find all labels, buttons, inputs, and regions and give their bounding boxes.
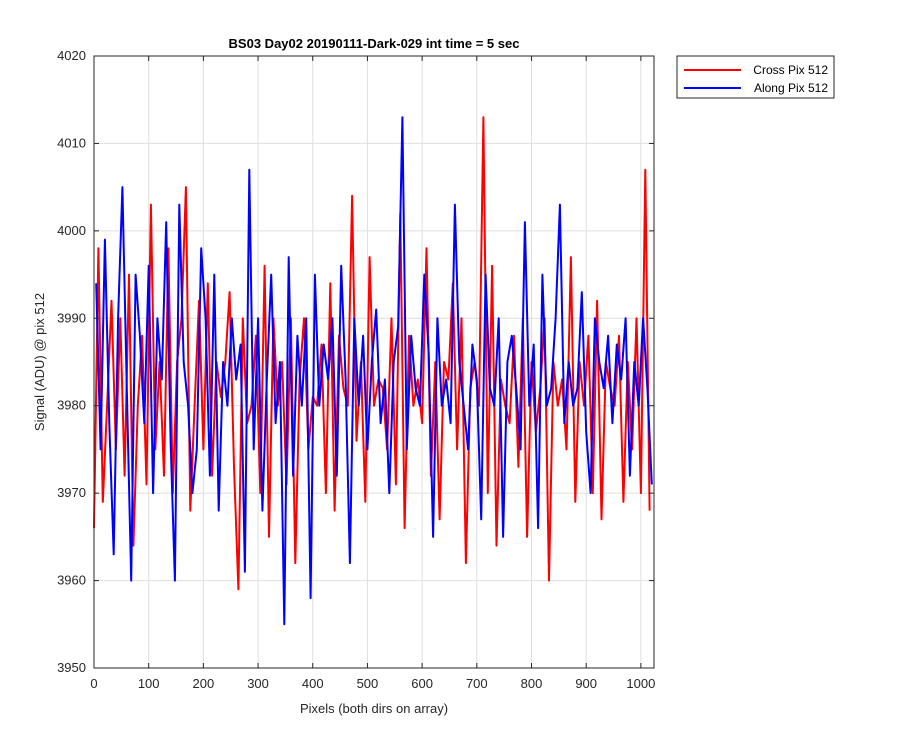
chart-title: BS03 Day02 20190111-Dark-029 int time = … bbox=[229, 36, 520, 51]
y-tick-label: 4020 bbox=[57, 48, 86, 63]
x-tick-label: 500 bbox=[357, 676, 379, 691]
x-tick-label: 600 bbox=[411, 676, 433, 691]
y-tick-label: 4010 bbox=[57, 135, 86, 150]
y-tick-label: 3970 bbox=[57, 485, 86, 500]
y-tick-label: 3990 bbox=[57, 310, 86, 325]
x-tick-label: 0 bbox=[90, 676, 97, 691]
legend: Cross Pix 512 Along Pix 512 bbox=[676, 55, 835, 99]
legend-label-cross: Cross Pix 512 bbox=[753, 63, 828, 77]
x-tick-label: 900 bbox=[575, 676, 597, 691]
plot-frame bbox=[93, 55, 655, 669]
series-along-pix-512 bbox=[95, 116, 653, 626]
series-cross-pix-512 bbox=[93, 116, 651, 591]
legend-box bbox=[676, 55, 835, 99]
y-tick-label: 3960 bbox=[57, 573, 86, 588]
series-layer bbox=[93, 116, 653, 626]
y-axis-label: Signal (ADU) @ pix 512 bbox=[32, 293, 47, 431]
x-tick-label: 300 bbox=[247, 676, 269, 691]
x-tick-label: 700 bbox=[466, 676, 488, 691]
y-tick-label: 4000 bbox=[57, 223, 86, 238]
legend-label-along: Along Pix 512 bbox=[754, 81, 828, 95]
x-tick-label: 100 bbox=[138, 676, 160, 691]
x-tick-label: 400 bbox=[302, 676, 324, 691]
x-tick-label: 200 bbox=[193, 676, 215, 691]
x-axis-label: Pixels (both dirs on array) bbox=[300, 701, 448, 716]
y-tick-label: 3950 bbox=[57, 660, 86, 675]
x-tick-label: 1000 bbox=[626, 676, 655, 691]
y-tick-label: 3980 bbox=[57, 398, 86, 413]
x-tick-label: 800 bbox=[521, 676, 543, 691]
axis-ticks: 0 100 200 300 400 500 600 700 800 900 1000 3950 3960… bbox=[57, 48, 655, 691]
